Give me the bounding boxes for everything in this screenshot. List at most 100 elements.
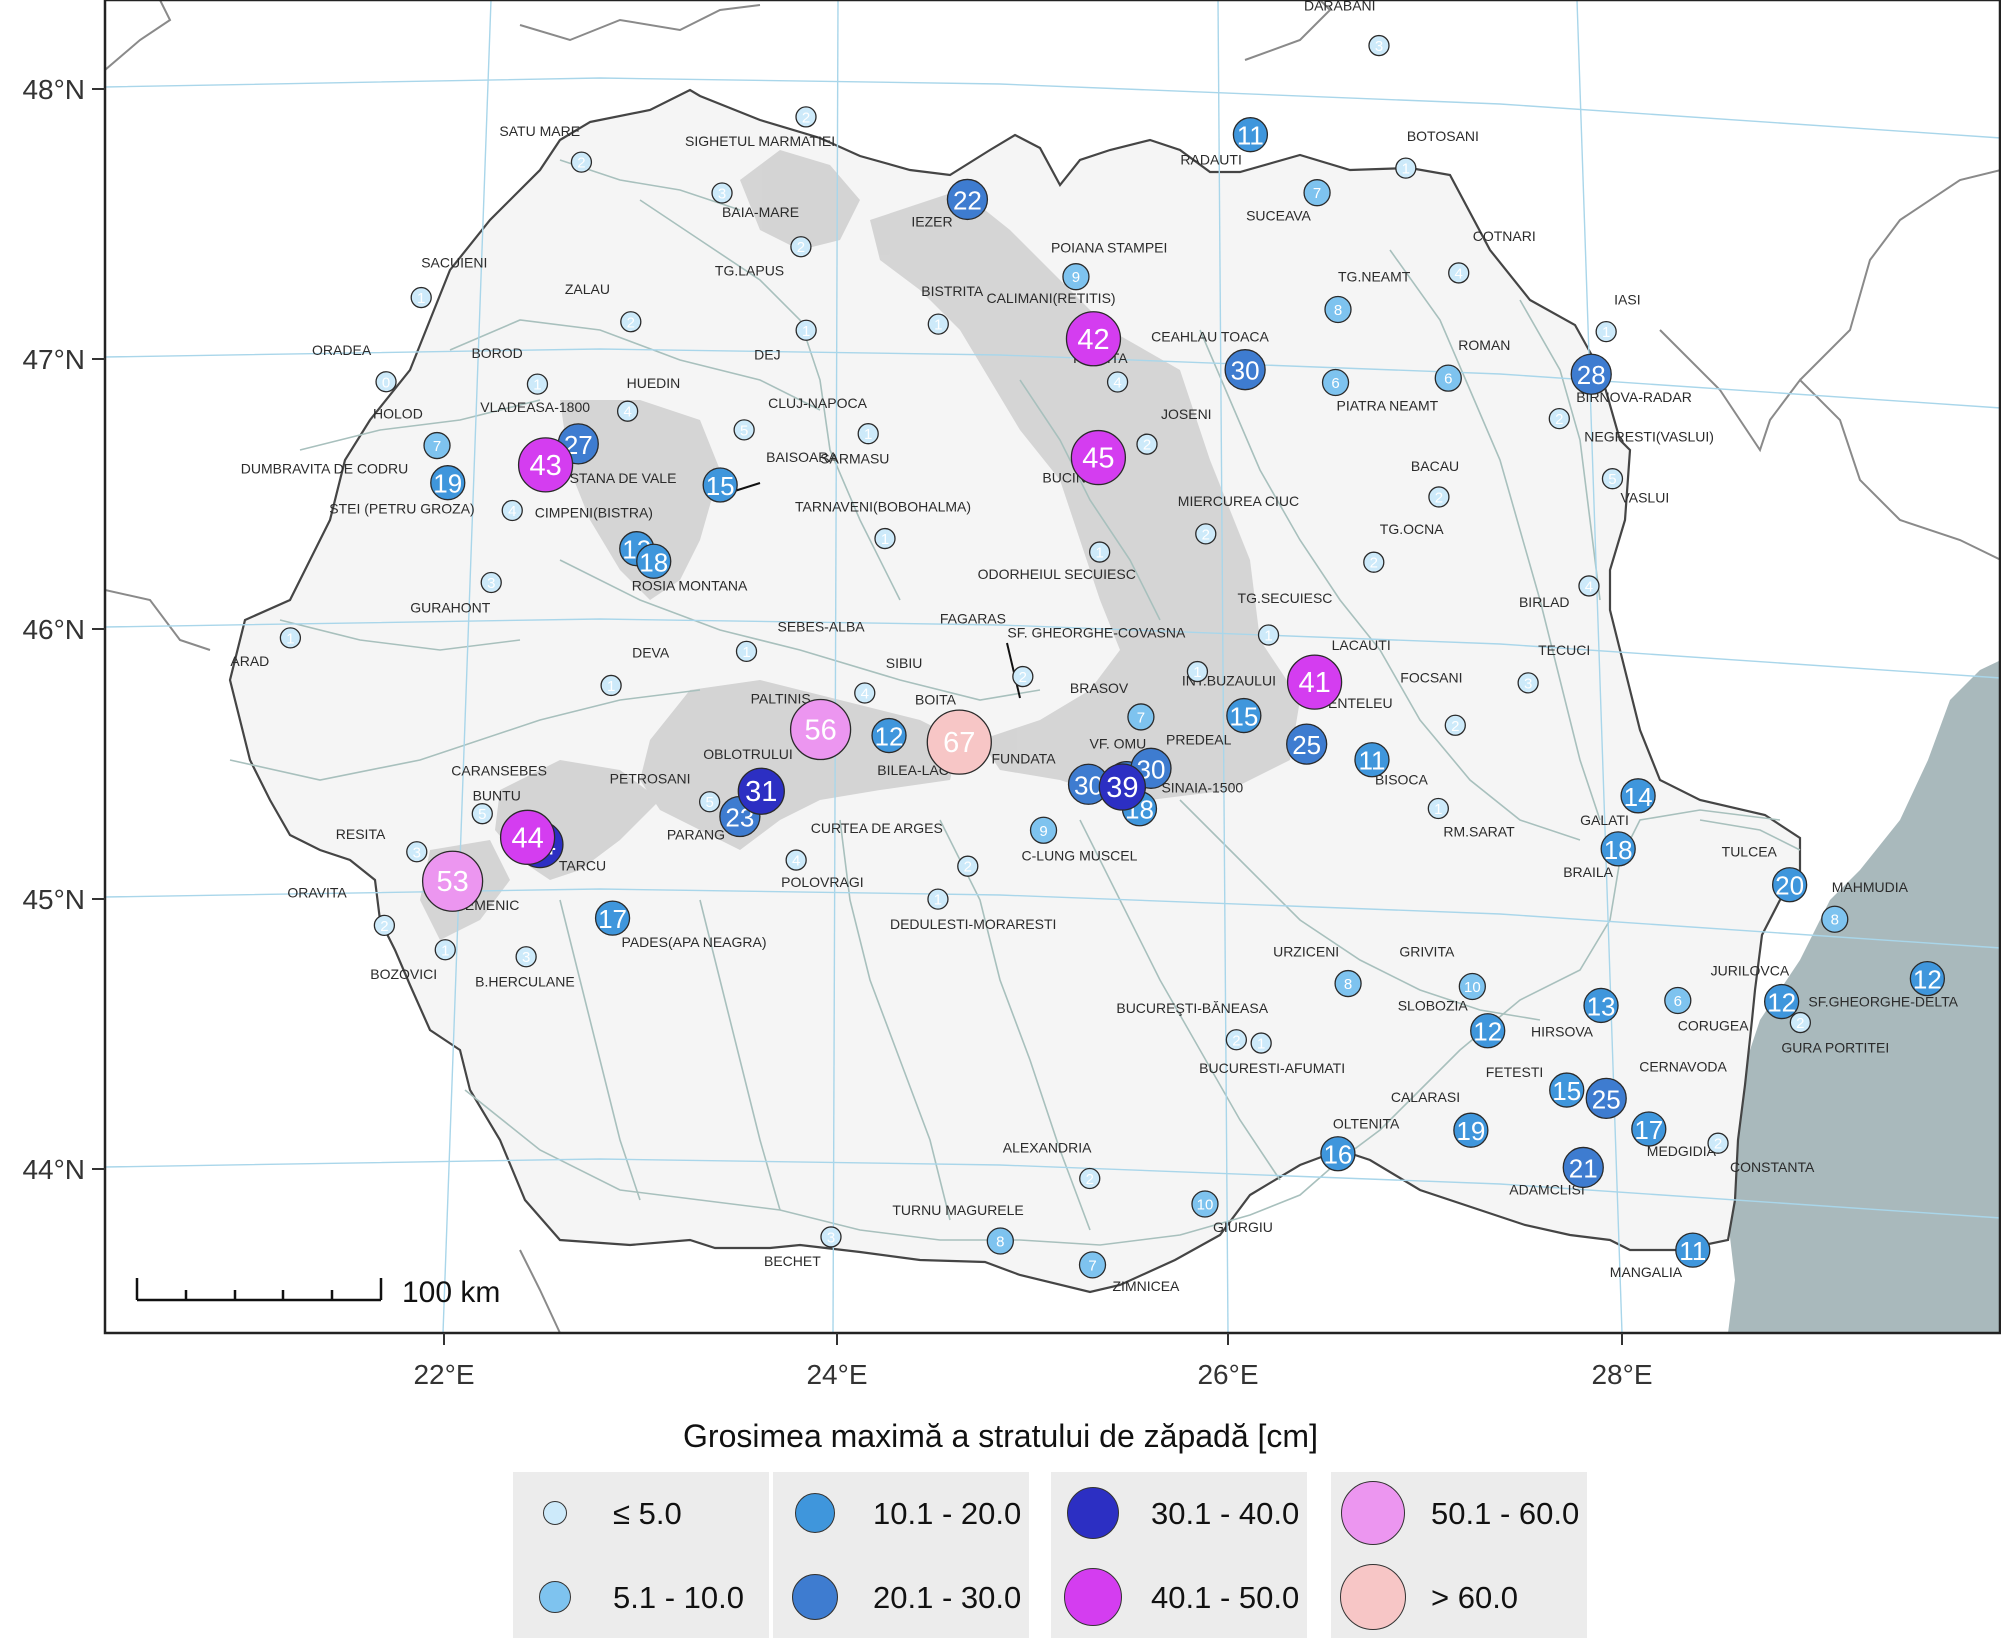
station-marker[interactable]: 7 bbox=[1078, 1251, 1107, 1279]
station-marker[interactable]: 11 bbox=[1675, 1232, 1711, 1268]
station-marker[interactable]: 8 bbox=[1334, 969, 1362, 998]
station-marker[interactable]: 20 bbox=[1771, 867, 1808, 903]
station-marker[interactable]: 21 bbox=[1562, 1146, 1604, 1189]
station-marker[interactable]: 39 bbox=[1098, 763, 1146, 811]
station-marker[interactable]: 1 bbox=[1089, 541, 1111, 563]
station-marker[interactable]: 1 bbox=[795, 319, 817, 341]
station-marker[interactable]: 4 bbox=[1106, 371, 1129, 393]
station-marker[interactable]: 5 bbox=[471, 803, 493, 825]
station-marker[interactable]: 43 bbox=[517, 437, 574, 493]
station-marker[interactable]: 1 bbox=[279, 627, 302, 649]
station-marker[interactable]: 1 bbox=[410, 286, 432, 309]
station-marker[interactable]: 7 bbox=[423, 431, 451, 460]
station-marker[interactable]: 30 bbox=[1067, 763, 1110, 805]
station-marker[interactable]: 4 bbox=[616, 400, 639, 422]
station-marker[interactable]: 41 bbox=[1286, 654, 1343, 710]
station-marker[interactable]: 6 bbox=[1664, 986, 1692, 1015]
station-marker[interactable]: 1 bbox=[927, 888, 949, 910]
station-marker[interactable]: 25 bbox=[1286, 723, 1328, 765]
station-marker[interactable]: 3 bbox=[820, 1226, 842, 1248]
station-marker[interactable]: 1 bbox=[1595, 321, 1617, 343]
station-marker[interactable]: 17 bbox=[594, 900, 631, 936]
station-marker[interactable]: 15 bbox=[1549, 1072, 1585, 1108]
station-marker[interactable]: 3 bbox=[515, 946, 537, 968]
station-marker[interactable]: 4 bbox=[785, 849, 807, 871]
station-marker[interactable]: 11 bbox=[1232, 117, 1269, 153]
station-marker[interactable]: 42 bbox=[1065, 311, 1122, 367]
station-marker[interactable]: 2 bbox=[1079, 1167, 1101, 1190]
station-marker[interactable]: 2 bbox=[373, 914, 396, 937]
station-marker[interactable]: 2 bbox=[795, 106, 817, 128]
station-marker[interactable]: 19 bbox=[1453, 1112, 1489, 1148]
station-marker[interactable]: 5 bbox=[1601, 468, 1624, 490]
station-marker[interactable]: 3 bbox=[480, 571, 502, 594]
station-marker[interactable]: 1 bbox=[1395, 157, 1417, 179]
station-marker[interactable]: 6 bbox=[1434, 364, 1462, 392]
station-marker[interactable]: 14 bbox=[1620, 778, 1656, 814]
station-marker[interactable]: 44 bbox=[499, 809, 556, 865]
station-marker[interactable]: 2 bbox=[1707, 1132, 1729, 1154]
station-marker[interactable]: 2 bbox=[1363, 551, 1385, 573]
station-marker[interactable]: 4 bbox=[1578, 575, 1600, 597]
station-marker[interactable]: 2 bbox=[1428, 486, 1450, 508]
station-marker[interactable]: 1 bbox=[1427, 797, 1449, 820]
station-marker[interactable]: 1 bbox=[1250, 1032, 1272, 1054]
station-marker[interactable]: 7 bbox=[1303, 179, 1331, 207]
station-marker[interactable]: 3 bbox=[1368, 34, 1390, 57]
station-marker[interactable]: 18 bbox=[636, 543, 672, 579]
station-marker[interactable]: 7 bbox=[1127, 703, 1155, 731]
station-marker[interactable]: 2 bbox=[1012, 665, 1034, 688]
station-marker[interactable]: 1 bbox=[927, 313, 949, 335]
station-marker[interactable]: 8 bbox=[986, 1227, 1014, 1255]
station-marker[interactable]: 1 bbox=[434, 939, 456, 961]
station-marker[interactable]: 67 bbox=[926, 709, 992, 775]
station-marker[interactable]: 17 bbox=[1631, 1111, 1667, 1147]
station-marker[interactable]: 8 bbox=[1324, 295, 1352, 324]
station-marker[interactable]: 19 bbox=[430, 465, 466, 501]
station-marker[interactable]: 3 bbox=[1517, 672, 1539, 694]
station-marker[interactable]: 1 bbox=[735, 640, 758, 663]
station-marker[interactable]: 1 bbox=[857, 423, 879, 445]
station-marker[interactable]: 2 bbox=[1548, 407, 1570, 430]
station-marker[interactable]: 2 bbox=[1195, 523, 1217, 545]
station-marker[interactable]: 15 bbox=[1226, 697, 1262, 734]
station-marker[interactable]: 6 bbox=[1321, 368, 1350, 397]
station-marker[interactable]: 2 bbox=[570, 151, 593, 173]
station-marker[interactable]: 1 bbox=[874, 527, 896, 550]
station-marker[interactable]: 16 bbox=[1320, 1136, 1356, 1172]
station-marker[interactable]: 53 bbox=[421, 850, 484, 912]
station-marker[interactable]: 10 bbox=[1458, 972, 1486, 1001]
station-marker[interactable]: 4 bbox=[1448, 262, 1470, 284]
station-marker[interactable]: 28 bbox=[1570, 353, 1612, 395]
station-marker[interactable]: 1 bbox=[526, 373, 549, 395]
station-marker[interactable]: 1 bbox=[1186, 660, 1209, 683]
station-marker[interactable]: 2 bbox=[1225, 1029, 1248, 1051]
station-marker[interactable]: 15 bbox=[702, 467, 738, 503]
station-marker[interactable]: 12 bbox=[1470, 1013, 1506, 1049]
station-marker[interactable]: 31 bbox=[737, 767, 785, 815]
station-marker[interactable]: 10 bbox=[1191, 1190, 1219, 1218]
station-marker[interactable]: 5 bbox=[733, 419, 755, 441]
station-marker[interactable]: 56 bbox=[789, 698, 852, 761]
station-marker[interactable]: 9 bbox=[1029, 816, 1058, 844]
station-marker[interactable]: 11 bbox=[1354, 742, 1390, 778]
station-marker[interactable]: 3 bbox=[406, 841, 428, 863]
station-marker[interactable]: 30 bbox=[1224, 349, 1266, 391]
station-marker[interactable]: 1 bbox=[600, 674, 622, 697]
station-marker[interactable]: 12 bbox=[1909, 960, 1946, 997]
station-marker[interactable]: 25 bbox=[1585, 1077, 1627, 1120]
station-marker[interactable]: 18 bbox=[1600, 831, 1636, 867]
station-marker[interactable]: 5 bbox=[698, 791, 721, 813]
station-marker[interactable]: 9 bbox=[1062, 263, 1090, 291]
station-marker[interactable]: 12 bbox=[1763, 983, 1800, 1020]
station-marker[interactable]: 45 bbox=[1070, 429, 1127, 486]
station-marker[interactable]: 2 bbox=[957, 855, 979, 877]
station-marker[interactable]: 2 bbox=[620, 311, 642, 333]
station-marker[interactable]: 2 bbox=[1789, 1011, 1811, 1034]
station-marker[interactable]: 4 bbox=[501, 499, 523, 522]
station-marker[interactable]: 0 bbox=[375, 371, 397, 393]
station-marker[interactable]: 2 bbox=[1136, 433, 1158, 455]
station-marker[interactable]: 12 bbox=[871, 717, 907, 754]
station-marker[interactable]: 1 bbox=[1257, 624, 1280, 646]
station-marker[interactable]: 22 bbox=[946, 178, 989, 221]
